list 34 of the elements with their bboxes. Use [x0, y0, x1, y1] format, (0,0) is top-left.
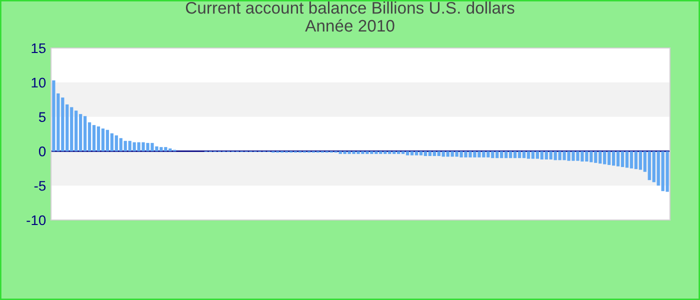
- chart-title: Current account balance Billions U.S. dollars Année 2010: [186, 2, 514, 32]
- y-tick-label: 5: [38, 112, 46, 122]
- bar: [406, 151, 410, 156]
- bar: [414, 151, 418, 156]
- bar: [101, 128, 105, 152]
- bar: [638, 151, 642, 170]
- bar: [508, 151, 512, 158]
- bar: [634, 151, 638, 170]
- bar: [83, 116, 87, 152]
- bar: [531, 151, 535, 159]
- y-tick-label: 15: [32, 43, 46, 54]
- bar: [620, 151, 624, 168]
- y-tick-label: -5: [34, 181, 46, 191]
- bar: [522, 151, 526, 158]
- bar: [612, 151, 616, 166]
- bar: [78, 114, 82, 152]
- bar: [419, 151, 423, 156]
- bar: [96, 126, 100, 152]
- bar: [52, 80, 56, 152]
- bar: [410, 151, 414, 156]
- bar: [106, 130, 110, 152]
- bar: [518, 151, 522, 158]
- y-tick-label: 10: [32, 78, 46, 88]
- bar: [92, 125, 96, 152]
- bar: [616, 151, 620, 166]
- bar: [630, 151, 634, 168]
- bar: [513, 151, 517, 158]
- y-tick-label: -10: [26, 215, 46, 226]
- bar: [625, 151, 629, 168]
- bar: [526, 151, 530, 159]
- bar: [424, 151, 428, 156]
- bar: [666, 151, 669, 192]
- y-tick-label: 0: [38, 146, 46, 156]
- bar: [401, 151, 405, 154]
